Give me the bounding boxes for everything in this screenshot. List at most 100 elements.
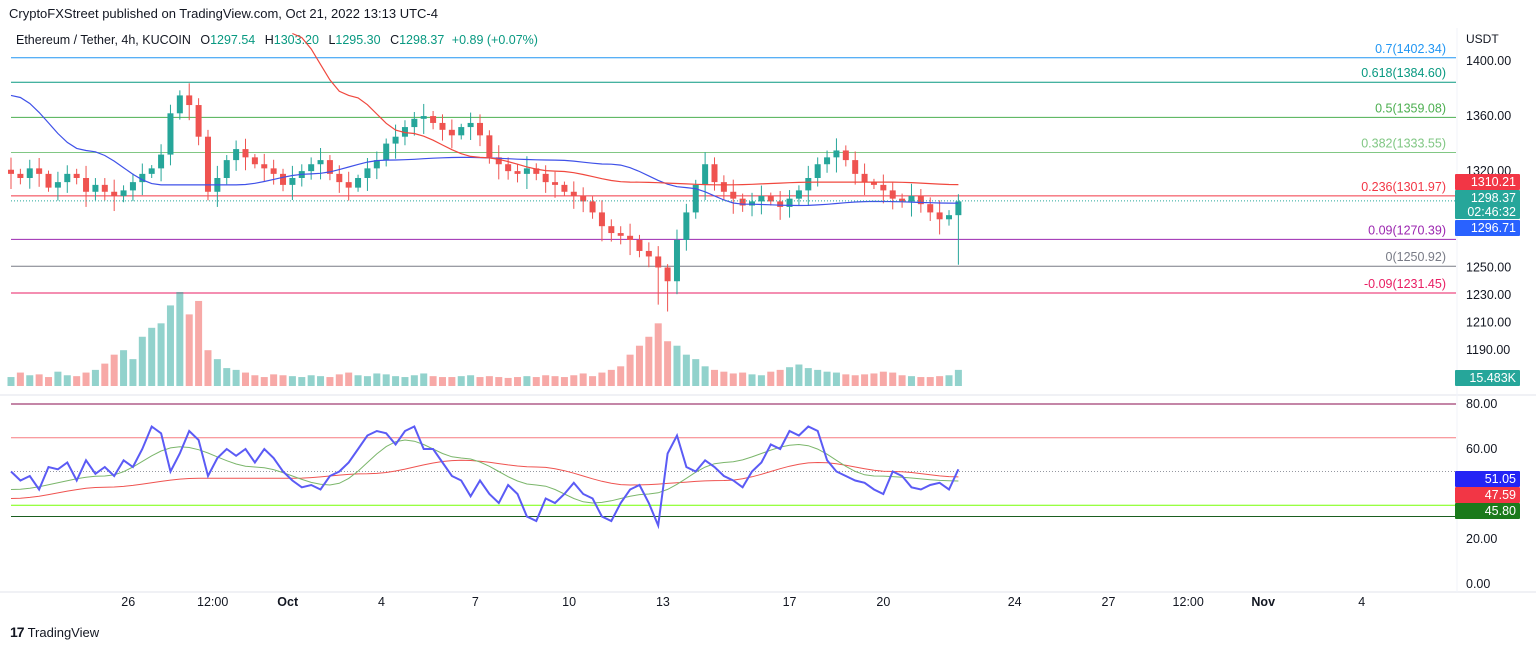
fib-label: 0.09(1270.39)	[1368, 223, 1446, 237]
volume-bar	[354, 375, 362, 386]
volume-bar	[560, 377, 568, 386]
volume-bar	[607, 369, 615, 386]
price-tick-label: 1230.00	[1466, 288, 1511, 302]
volume-bar	[495, 377, 503, 386]
candle-body	[280, 173, 287, 185]
candle-body	[561, 184, 568, 192]
candle-body	[148, 168, 155, 174]
volume-bar	[7, 377, 15, 386]
volume-bar	[251, 375, 259, 386]
candle-body	[261, 164, 268, 169]
volume-bar	[298, 377, 306, 386]
candle-body	[383, 143, 390, 161]
symbol-label: Ethereum / Tether, 4h, KUCOIN	[16, 33, 191, 47]
candle-body	[542, 173, 549, 183]
volume-bar	[345, 372, 353, 386]
volume-bar	[635, 345, 643, 386]
volume-bar	[467, 375, 475, 386]
candle-body	[655, 256, 662, 268]
volume-bar	[926, 377, 934, 386]
volume-badge-bg	[1455, 370, 1520, 386]
open-value: 1297.54	[210, 33, 256, 47]
fib-label: 0.7(1402.34)	[1375, 42, 1446, 56]
candle-body	[289, 178, 296, 185]
volume-bar	[767, 371, 775, 386]
candle-body	[336, 173, 343, 183]
candle-body	[833, 150, 840, 158]
volume-bar	[232, 369, 240, 386]
volume-bar	[185, 314, 193, 386]
candle-body	[8, 169, 14, 174]
time-tick-label: Oct	[277, 595, 299, 609]
candle-body	[758, 195, 765, 202]
volume-bar	[279, 375, 287, 386]
candle-body	[955, 201, 962, 216]
volume-bar	[682, 354, 690, 386]
candle-body	[355, 178, 362, 188]
fib-retracement: 0.7(1402.34) 0.618(1384.60) 0.5(1359.08) 0.…	[11, 42, 1456, 294]
volume-badge: 15.483K	[1469, 371, 1516, 385]
high-value: 1303.20	[273, 33, 319, 47]
time-tick-label: 24	[1008, 595, 1022, 609]
candle-body	[552, 182, 559, 185]
volume-bar	[91, 369, 99, 386]
candle-body	[92, 184, 99, 192]
volume-bar	[73, 376, 81, 386]
axes: USDT 1400.00 1360.00 13 20.00 1250.00 1230.00 1…	[121, 32, 1511, 609]
volume-bar	[814, 369, 822, 386]
volume-bar	[410, 375, 418, 386]
change-value: +0.89 (+0.07%)	[451, 33, 538, 47]
candle-body	[852, 160, 859, 174]
candle-body	[570, 191, 577, 196]
volume-bar	[542, 375, 550, 386]
low-value: 1295.30	[335, 33, 381, 47]
ma-blue-badge-bg	[1455, 220, 1520, 236]
volume-bar	[176, 292, 184, 386]
volume-bar	[776, 369, 784, 386]
volume-bar	[138, 336, 146, 386]
candle-body	[523, 168, 530, 174]
candle-body	[430, 116, 437, 123]
volume-bar	[645, 336, 653, 386]
candle-body	[326, 160, 333, 174]
candle-body	[495, 157, 502, 165]
volume-bar	[392, 376, 400, 386]
volume-bar	[223, 368, 231, 386]
candle-body	[204, 136, 211, 192]
candle-body	[645, 250, 652, 257]
volume-bar	[729, 373, 737, 386]
candle-body	[448, 129, 455, 136]
volume-bar	[504, 377, 512, 386]
candle-body	[889, 190, 896, 199]
time-tick-label: Nov	[1251, 595, 1275, 609]
candle-body	[411, 118, 418, 128]
volume-bar	[795, 364, 803, 386]
time-tick-label: 12:00	[1173, 595, 1204, 609]
volume-bar	[16, 372, 24, 386]
candle-body	[683, 212, 690, 240]
candlesticks	[8, 83, 962, 312]
candle-body	[64, 173, 71, 183]
time-tick-label: 17	[783, 595, 797, 609]
time-tick-label: 26	[121, 595, 135, 609]
volume-bar	[570, 375, 578, 386]
candle-body	[608, 226, 615, 234]
volume-bar	[148, 327, 156, 386]
time-tick-label: 4	[378, 595, 385, 609]
volume-bar	[739, 372, 747, 386]
rsi-badge-bg	[1455, 471, 1520, 487]
candle-body	[477, 122, 483, 136]
volume-bar	[692, 359, 700, 386]
time-tick-label: 4	[1358, 595, 1365, 609]
moving-averages	[10, 32, 1456, 207]
volume-bar	[673, 345, 681, 386]
price-tick-label: 1210.00	[1466, 316, 1511, 330]
volume-bar	[701, 366, 709, 386]
volume-bar	[589, 376, 597, 386]
last-price-badge-sub: 02:46:32	[1467, 205, 1516, 219]
volume-bar	[842, 374, 850, 386]
time-tick-label: 12:00	[197, 595, 228, 609]
volume-bar	[879, 371, 887, 386]
